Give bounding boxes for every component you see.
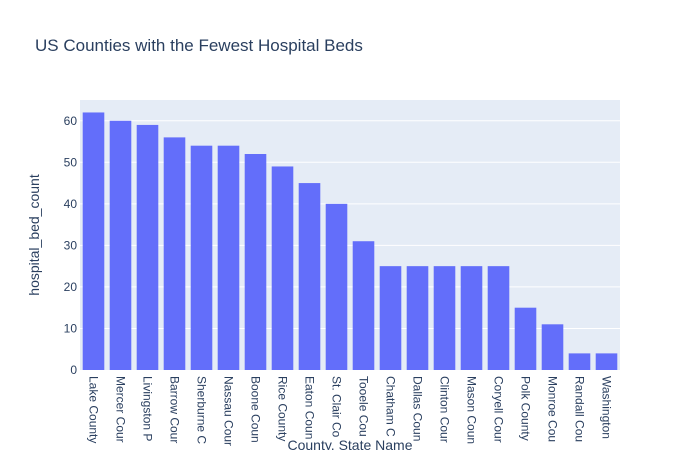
y-tick-label: 60 <box>64 114 78 128</box>
x-tick-label: Mercer Cour <box>114 376 128 443</box>
x-tick-label: Randall Cou <box>573 376 587 442</box>
bar[interactable] <box>352 241 375 370</box>
bar[interactable] <box>136 124 159 370</box>
bar[interactable] <box>595 353 618 370</box>
bar[interactable] <box>109 120 132 371</box>
x-tick-label: Rice County <box>276 376 290 441</box>
y-tick-label: 30 <box>64 238 78 252</box>
x-tick-label: Monroe Cou <box>546 376 560 442</box>
bar[interactable] <box>541 324 564 370</box>
bar[interactable] <box>514 307 537 370</box>
x-tick-label: Clinton Cour <box>438 376 452 443</box>
y-tick-label: 40 <box>64 197 78 211</box>
x-tick-label: Sherburne C <box>195 376 209 444</box>
x-tick-labels: Lake County Mercer Cour Livingston P Barrow… <box>87 376 614 446</box>
x-tick-label: Tooele Cou <box>357 376 371 437</box>
bar[interactable] <box>325 203 348 370</box>
y-tick-label: 10 <box>64 321 78 335</box>
x-tick-label: Polk County <box>519 376 533 441</box>
x-tick-label: Dallas Coun <box>411 376 425 441</box>
bar[interactable] <box>271 166 294 370</box>
bar[interactable] <box>433 266 456 370</box>
bar[interactable] <box>190 145 213 370</box>
bar[interactable] <box>568 353 591 370</box>
y-tick-label: 20 <box>64 280 78 294</box>
bar[interactable] <box>460 266 483 370</box>
x-tick-label: Livingston P <box>141 376 155 441</box>
bar[interactable] <box>244 154 267 370</box>
chart-title: US Counties with the Fewest Hospital Bed… <box>35 36 363 55</box>
bar[interactable] <box>379 266 402 370</box>
x-tick-label: Chatham C <box>384 376 398 437</box>
x-tick-label: Boone Coun <box>249 376 263 443</box>
bar[interactable] <box>217 145 240 370</box>
bar[interactable] <box>487 266 510 370</box>
bar[interactable] <box>298 183 321 370</box>
bar[interactable] <box>82 112 105 370</box>
plot-area <box>80 100 620 370</box>
x-tick-label: Barrow Cour <box>168 376 182 443</box>
y-tick-label: 50 <box>64 155 78 169</box>
x-tick-label: Washington <box>600 376 614 439</box>
x-tick-label: St. Clair Co <box>330 376 344 438</box>
x-tick-label: Lake County <box>87 376 101 443</box>
y-axis-title: hospital_bed_count <box>26 174 42 296</box>
x-axis-title: County, State Name <box>287 437 412 450</box>
bars <box>82 112 618 371</box>
x-tick-label: Coryell Cour <box>492 376 506 443</box>
y-tick-labels: 0 10 20 30 40 50 60 <box>64 114 78 377</box>
x-tick-label: Eaton Coun <box>303 376 317 439</box>
y-tick-label: 0 <box>70 363 77 377</box>
x-tick-label: Mason Coun <box>465 376 479 444</box>
bar[interactable] <box>163 137 186 370</box>
bar[interactable] <box>406 266 429 370</box>
x-tick-label: Nassau Cour <box>222 376 236 446</box>
